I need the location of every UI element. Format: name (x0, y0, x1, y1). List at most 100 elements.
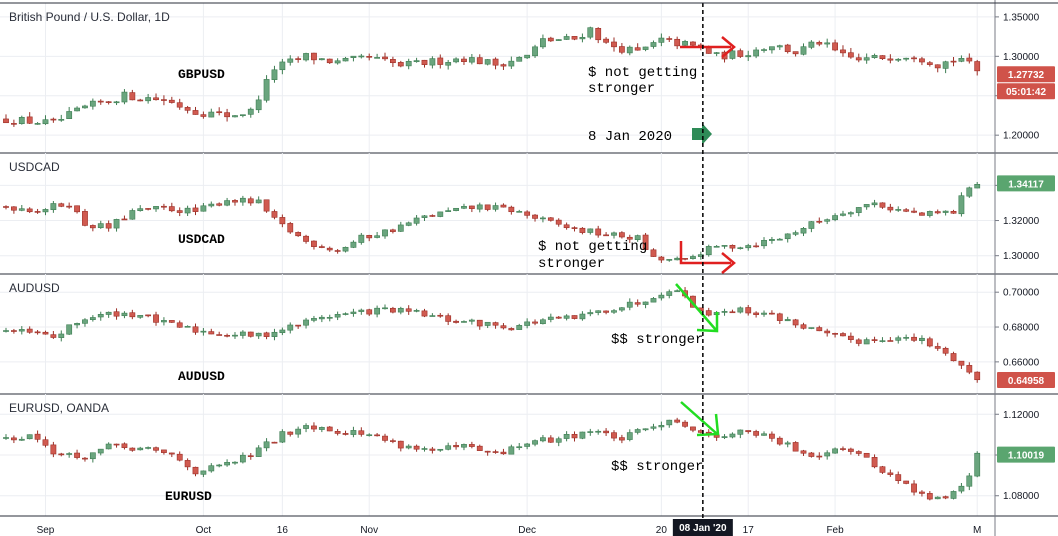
candle-body (74, 323, 80, 326)
candle (784, 440, 791, 448)
candle (421, 446, 428, 452)
candle (153, 446, 159, 453)
candle-body (571, 315, 578, 319)
candle-body (318, 316, 325, 320)
candle-body (603, 310, 609, 313)
candle-body (753, 49, 760, 57)
candle-body (366, 235, 373, 239)
candle-body (18, 208, 25, 211)
candle-body (626, 46, 633, 54)
candle (42, 208, 49, 216)
candle-body (453, 207, 459, 211)
candle-body (776, 45, 783, 48)
candle-body (816, 327, 823, 332)
candle-body (950, 353, 957, 362)
candle-body (3, 206, 9, 208)
candle (453, 207, 459, 212)
candle (555, 436, 562, 447)
candle-body (82, 457, 88, 460)
candle (800, 322, 807, 330)
candle-body (587, 228, 594, 233)
candle (366, 308, 373, 317)
candle (184, 205, 191, 217)
candle (89, 98, 96, 110)
candle (26, 207, 33, 214)
candle (224, 108, 230, 122)
candle-body (200, 330, 207, 333)
candle (753, 311, 760, 318)
candle-body (769, 239, 775, 241)
candle (342, 246, 349, 253)
candle-body (540, 437, 546, 442)
candle (579, 227, 586, 235)
candle-body (468, 319, 475, 322)
candle-body (642, 301, 649, 305)
x-tick-label: Oct (196, 525, 212, 536)
candle-body (563, 315, 570, 319)
candle (153, 311, 159, 326)
candle (926, 210, 933, 218)
candle (224, 333, 230, 338)
candle-body (611, 232, 617, 236)
candle (184, 105, 191, 114)
candle-body (224, 200, 230, 206)
time-axis[interactable]: Sep Oct 16 Nov Dec 20 17 Feb M 08 Jan '20 (37, 519, 982, 536)
candle-body (753, 431, 760, 436)
candle (871, 199, 878, 208)
candle-body (524, 443, 531, 447)
candle (611, 37, 617, 52)
candle (650, 423, 657, 431)
candle-body (279, 329, 286, 334)
candle-body (942, 496, 949, 499)
candle (34, 430, 41, 443)
candle (784, 233, 791, 243)
candle-body (753, 245, 760, 248)
candle (200, 470, 207, 478)
candle-body (26, 434, 33, 440)
pane-audusd[interactable]: 0.70000 0.68000 0.66000 AUDUSD 0.64958 (0, 274, 1058, 395)
candle (942, 60, 949, 74)
candle (287, 322, 294, 334)
candle (863, 53, 870, 64)
candle-body (295, 232, 302, 237)
crosshair-date-badge (672, 519, 733, 536)
candle-body (618, 437, 625, 441)
candle (769, 236, 775, 244)
candle (34, 208, 41, 214)
candle (792, 51, 799, 57)
candle-body (334, 431, 341, 434)
candle (547, 435, 554, 443)
candle-body (587, 27, 594, 38)
candle (18, 205, 25, 212)
candle-body (911, 483, 917, 493)
candle (366, 234, 373, 242)
candle-body (390, 59, 396, 64)
candle-body (318, 427, 325, 430)
candle (832, 39, 838, 52)
candle (816, 452, 823, 460)
candle (397, 306, 404, 315)
candle (334, 428, 341, 436)
candle-body (358, 234, 365, 243)
candle (3, 434, 9, 440)
candle-body (311, 240, 317, 247)
candle (129, 447, 136, 452)
candle-body (342, 313, 349, 315)
last-price-text: 1.27732 (1008, 70, 1045, 81)
last-price-badge (997, 66, 1055, 83)
candle (847, 332, 854, 343)
candle (358, 427, 365, 437)
candle (121, 89, 128, 105)
candle (903, 480, 910, 485)
candle-body (476, 204, 483, 210)
candle (97, 311, 104, 321)
candle-body (926, 493, 933, 500)
candle-body (34, 331, 41, 334)
candle (721, 434, 728, 440)
y-tick-label: 1.20000 (1003, 131, 1040, 142)
candle (429, 446, 436, 454)
